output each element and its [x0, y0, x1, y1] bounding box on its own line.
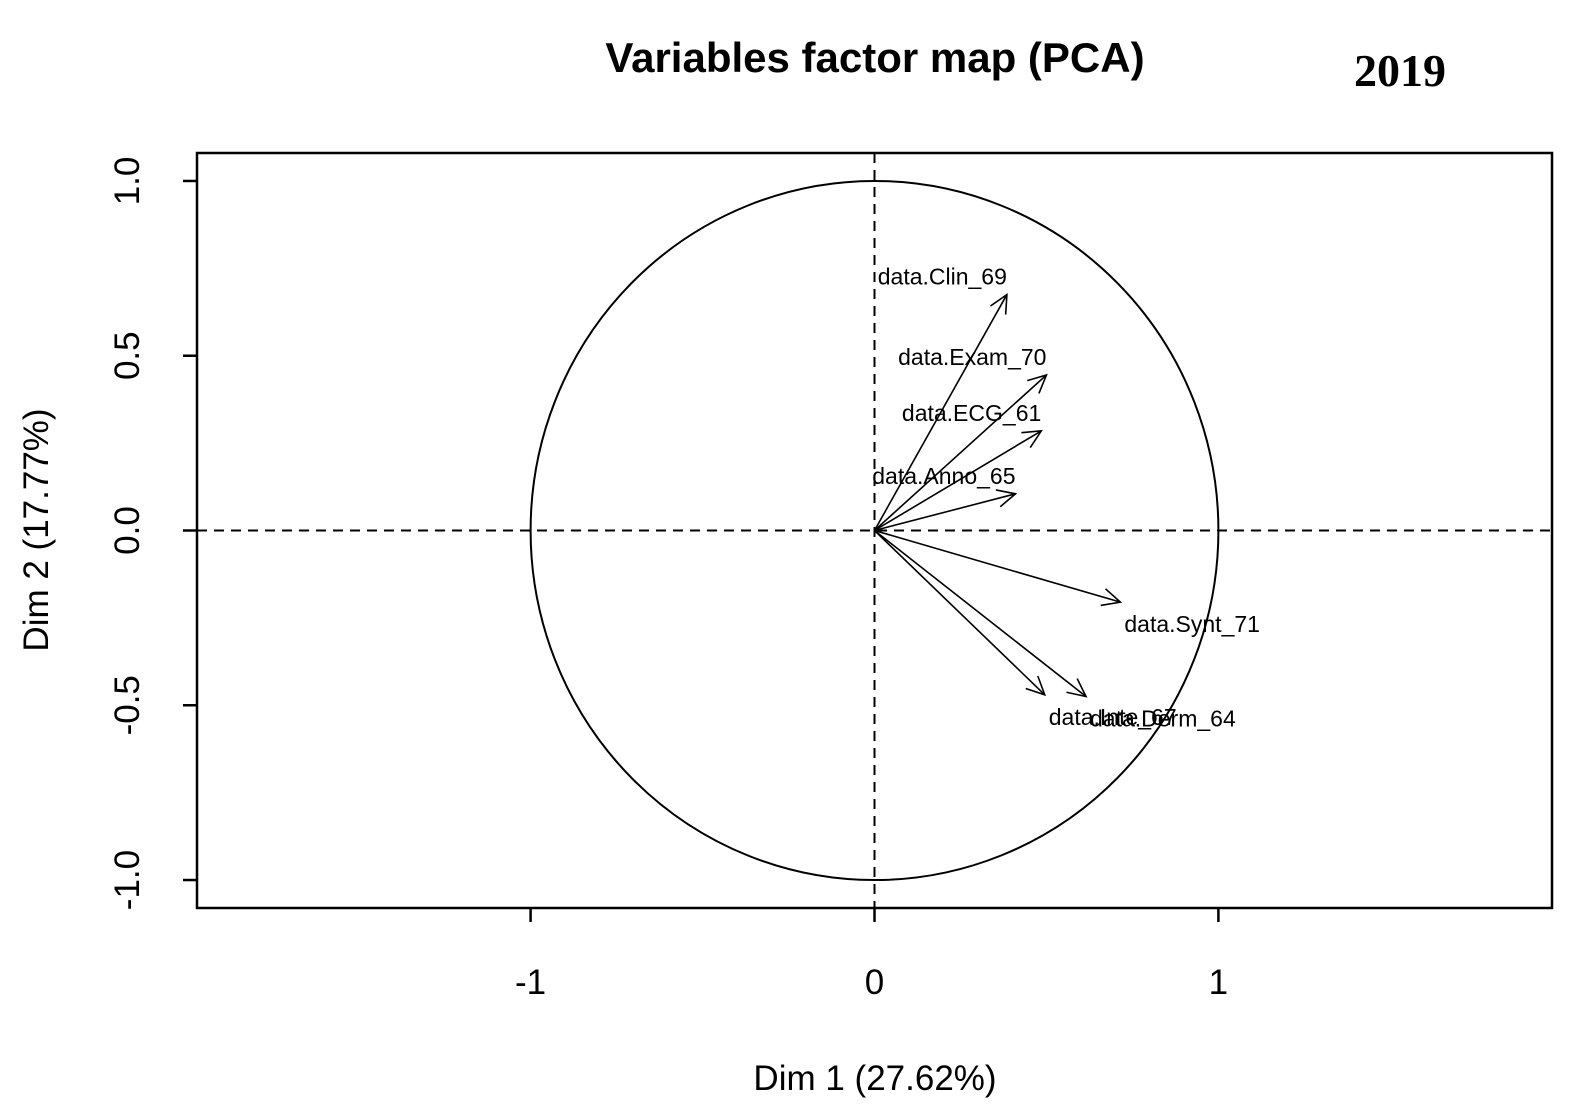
chart-title: Variables factor map (PCA) — [605, 34, 1144, 81]
arrow-head — [1100, 588, 1123, 607]
x-tick-label: -1 — [515, 963, 546, 1002]
variable-arrow: data.Clin_69 — [873, 264, 1008, 531]
arrow-head — [1027, 373, 1048, 394]
arrow-head — [995, 489, 1018, 508]
variable-label: data.Derm_64 — [1090, 706, 1236, 732]
arrow-shaft — [873, 529, 1046, 696]
variable-arrow: data.Synt_71 — [874, 529, 1260, 637]
x-axis-label: Dim 1 (27.62%) — [753, 1059, 996, 1098]
variable-arrow: data.Anno_65 — [872, 463, 1018, 532]
x-tick-label: 0 — [865, 963, 884, 1002]
arrow-head — [1066, 678, 1088, 698]
year-annotation: 2019 — [1354, 45, 1446, 96]
arrow-shaft — [874, 493, 1016, 532]
arrow-shaft — [873, 294, 1008, 531]
plot-area: data.Clin_69 data.Exam_70 data.ECG_61 data.… — [197, 153, 1552, 908]
arrow-shaft — [873, 374, 1047, 532]
y-tick-label: 0.5 — [108, 331, 147, 380]
variable-arrow: data.Exam_70 — [873, 344, 1048, 532]
arrow-head — [990, 292, 1008, 315]
variable-label: data.Anno_65 — [872, 463, 1015, 489]
variable-arrow: data.Derm_64 — [874, 529, 1236, 732]
y-axis-label: Dim 2 (17.77%) — [17, 408, 56, 651]
arrow-shaft — [874, 430, 1042, 532]
y-tick-label: 1.0 — [108, 157, 147, 206]
variable-label: data.Clin_69 — [878, 264, 1007, 290]
variable-label: data.Inte_67 — [1049, 704, 1177, 730]
variable-label: data.Synt_71 — [1124, 611, 1260, 637]
y-tick-label: -1.0 — [108, 850, 147, 910]
variable-arrow: data.Inte_67 — [873, 529, 1177, 730]
y-tick-label: -0.5 — [108, 675, 147, 735]
axes: -1 0 1 -1.0 -0.5 0.0 0.5 1.0 — [108, 157, 1228, 1002]
variable-arrow: data.ECG_61 — [874, 400, 1043, 532]
arrow-head — [1021, 429, 1043, 449]
variable-label: data.Exam_70 — [898, 344, 1046, 370]
y-tick-label: 0.0 — [108, 506, 147, 555]
arrow-shaft — [874, 529, 1121, 603]
variable-label: data.ECG_61 — [902, 400, 1041, 426]
arrow-shaft — [874, 529, 1087, 698]
x-tick-label: 1 — [1209, 963, 1228, 1002]
arrow-head — [1025, 675, 1047, 697]
